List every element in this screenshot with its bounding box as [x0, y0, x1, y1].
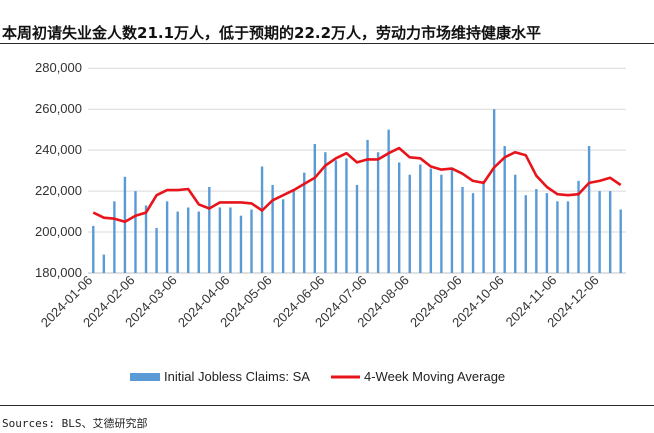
- bar: [334, 160, 338, 273]
- bar: [218, 207, 222, 273]
- title-bar: 本周初请失业金人数21.1万人，低于预期的22.2万人，劳动力市场维持健康水平: [0, 0, 654, 44]
- bar: [123, 176, 127, 273]
- bar: [229, 207, 232, 273]
- bar: [408, 174, 411, 273]
- source-note: Sources: BLS、艾德研究部: [2, 417, 148, 430]
- bar: [313, 144, 317, 273]
- bar: [155, 227, 158, 273]
- y-tick-label: 180,000: [35, 265, 82, 280]
- bar: [598, 191, 601, 273]
- bar: [556, 201, 559, 273]
- bar: [239, 215, 243, 273]
- bar: [197, 211, 200, 273]
- bar: [471, 193, 475, 273]
- y-tick-label: 220,000: [35, 183, 82, 198]
- bar: [208, 187, 211, 273]
- bar: [440, 174, 443, 273]
- y-tick-label: 260,000: [35, 101, 82, 116]
- chart-title: 本周初请失业金人数21.1万人，低于预期的22.2万人，劳动力市场维持健康水平: [2, 24, 542, 42]
- y-axis-ticks: 180,000 200,000 220,000 240,000 260,000 280,0…: [35, 60, 82, 280]
- legend: Initial Jobless Claims: SA 4-Week Moving…: [130, 369, 505, 384]
- bar: [503, 146, 506, 273]
- bar: [250, 209, 253, 273]
- bar: [577, 180, 580, 273]
- bar-series: [92, 109, 622, 273]
- bar: [260, 166, 264, 273]
- bar: [566, 201, 570, 273]
- y-tick-label: 200,000: [35, 224, 82, 239]
- line-series: [92, 146, 622, 224]
- source-bar: Sources: BLS、艾德研究部: [0, 405, 654, 433]
- bar: [461, 187, 464, 273]
- bar: [524, 195, 527, 273]
- bar: [482, 180, 485, 273]
- bar: [92, 225, 95, 273]
- bar: [376, 152, 380, 273]
- bar: [176, 211, 179, 273]
- bar: [429, 168, 433, 273]
- bar: [608, 191, 612, 273]
- bar: [324, 152, 327, 273]
- legend-label-line: 4-Week Moving Average: [364, 369, 505, 384]
- chart: 180,000 200,000 220,000 240,000 260,000 280,0…: [35, 60, 626, 384]
- bar: [187, 207, 190, 273]
- bar: [144, 205, 148, 273]
- bar: [587, 146, 591, 273]
- bar: [397, 162, 401, 273]
- bar: [535, 189, 538, 273]
- bar: [387, 129, 390, 273]
- bar: [165, 201, 169, 273]
- bar: [492, 109, 496, 273]
- x-axis-ticks: 2024-01-062024-02-062024-03-062024-04-06…: [38, 273, 602, 331]
- bar: [113, 201, 116, 273]
- bar: [450, 168, 454, 273]
- bar: [134, 191, 137, 273]
- bar: [514, 174, 517, 273]
- bar: [419, 164, 422, 273]
- bar: [303, 172, 306, 273]
- bar: [102, 254, 106, 273]
- bar: [545, 193, 549, 273]
- moving-average-line: [92, 146, 622, 224]
- bar: [292, 189, 295, 273]
- legend-label-bars: Initial Jobless Claims: SA: [164, 369, 310, 384]
- bar: [281, 199, 285, 273]
- bar: [355, 184, 359, 273]
- bar: [345, 158, 348, 273]
- bar: [366, 139, 369, 273]
- bar: [271, 184, 274, 273]
- bar: [619, 209, 622, 273]
- legend-swatch-bars: [130, 373, 160, 381]
- y-tick-label: 280,000: [35, 60, 82, 75]
- y-tick-label: 240,000: [35, 142, 82, 157]
